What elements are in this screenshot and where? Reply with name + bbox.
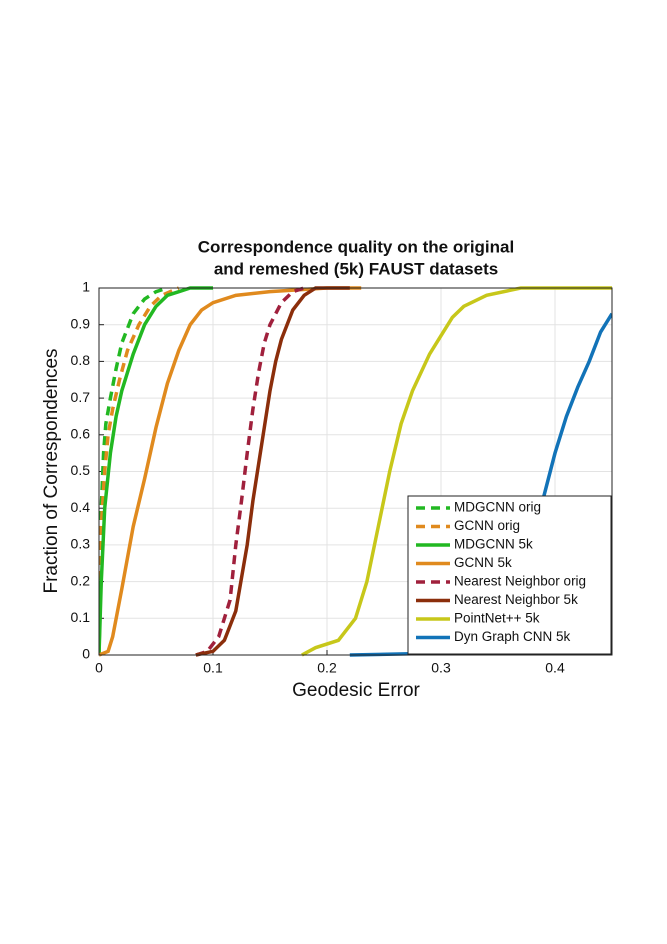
legend-text: Nearest Neighbor orig	[454, 574, 586, 589]
data-line	[99, 286, 168, 656]
y-tick-label: 0.3	[71, 536, 91, 552]
x-tick-label: 0.2	[317, 660, 337, 676]
x-tick-label: 0	[95, 660, 103, 676]
legend-text: PointNet++ 5k	[454, 611, 540, 626]
y-tick-label: 0.1	[71, 609, 91, 625]
y-tick-label: 1	[82, 279, 90, 295]
y-tick-label: 0.6	[71, 426, 91, 442]
y-tick-label: 0.7	[71, 389, 91, 405]
data-line	[195, 286, 305, 657]
y-tick-label: 0.8	[71, 352, 91, 368]
plot-frame	[98, 287, 613, 656]
x-tick-label: 0.4	[545, 660, 565, 676]
legend-text: Nearest Neighbor 5k	[454, 592, 578, 607]
y-tick-label: 0.2	[71, 572, 91, 588]
data-line	[301, 286, 612, 657]
x-axis-label: Geodesic Error	[292, 680, 420, 701]
data-line	[99, 286, 362, 657]
x-tick-label: 0.1	[203, 660, 223, 676]
legend-text: Dyn Graph CNN 5k	[454, 629, 571, 644]
x-tick-label: 0.3	[431, 660, 451, 676]
y-tick-label: 0.9	[71, 315, 91, 331]
legend-box	[407, 495, 612, 655]
data-line	[195, 286, 350, 657]
legend-text: MDGCNN orig	[454, 500, 541, 515]
chart-title: and remeshed (5k) FAUST datasets	[214, 259, 498, 278]
y-axis-label: Fraction of Correspondences	[41, 348, 62, 593]
data-line	[99, 286, 213, 656]
chart-title: Correspondence quality on the original	[198, 237, 514, 256]
legend-text: GCNN 5k	[454, 555, 512, 570]
y-tick-label: 0.4	[71, 499, 91, 515]
legend-text: MDGCNN 5k	[454, 537, 533, 552]
y-tick-label: 0	[82, 646, 90, 662]
legend-text: GCNN orig	[454, 518, 520, 533]
data-line	[99, 286, 180, 656]
y-tick-label: 0.5	[71, 462, 91, 478]
